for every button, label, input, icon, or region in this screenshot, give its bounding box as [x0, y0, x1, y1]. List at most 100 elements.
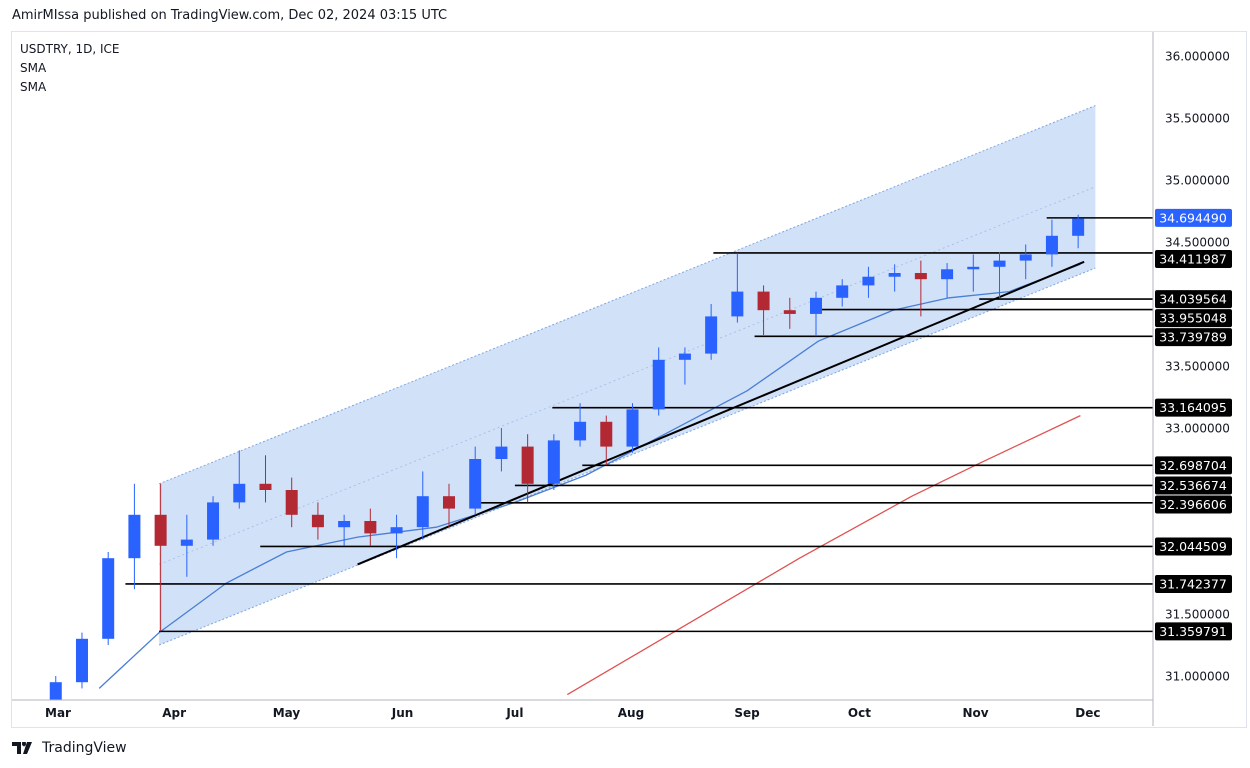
- price-label-badge: [1155, 537, 1232, 556]
- candle-body: [416, 496, 429, 528]
- candle-body: [233, 483, 246, 503]
- candle-body: [75, 638, 88, 683]
- candle-body: [652, 359, 665, 410]
- channel-lower-line: [158, 267, 1096, 646]
- candle-body: [600, 421, 613, 447]
- price-label-text: 31.742377: [1159, 576, 1227, 591]
- candle-body: [338, 521, 351, 528]
- candle-body: [521, 446, 534, 484]
- candle-body: [390, 527, 403, 534]
- price-label-text: 34.411987: [1159, 252, 1227, 267]
- plot-area: [49, 105, 1153, 700]
- sma-fast-line: [98, 263, 1081, 689]
- candle-body: [993, 260, 1006, 267]
- sma-indicator-1[interactable]: SMA: [20, 61, 47, 75]
- candle-body: [364, 521, 377, 534]
- candle-body: [626, 409, 639, 447]
- candle-body: [128, 514, 141, 559]
- candle-body: [547, 440, 560, 484]
- candle-body: [888, 273, 901, 277]
- candle-body: [678, 353, 691, 360]
- symbol-label[interactable]: USDTRY, 1D, ICE: [20, 42, 120, 56]
- tradingview-logo-icon: [12, 742, 32, 754]
- candle-body: [1019, 254, 1032, 261]
- y-tick-label: 36.000000: [1165, 50, 1230, 64]
- x-tick-label: Oct: [848, 706, 871, 720]
- candle-body: [259, 483, 272, 490]
- y-tick-label: 33.500000: [1165, 360, 1230, 374]
- candle-body: [914, 273, 927, 280]
- y-tick-label: 35.500000: [1165, 112, 1230, 126]
- candle-body: [469, 459, 482, 509]
- y-tick-label: 31.500000: [1165, 608, 1230, 622]
- regression-channel: [159, 105, 1096, 646]
- candle-body: [207, 502, 220, 540]
- candle-body: [705, 316, 718, 354]
- y-tick-label: 34.500000: [1165, 236, 1230, 250]
- candle-body: [862, 276, 875, 286]
- candle-body: [442, 496, 455, 509]
- price-label-badge: [1155, 290, 1232, 309]
- candle-body: [810, 297, 822, 314]
- price-label-text: 31.359791: [1159, 624, 1227, 639]
- price-label-badge: [1155, 495, 1232, 514]
- candle-body: [1045, 235, 1058, 255]
- price-label-text: 32.698704: [1159, 458, 1227, 473]
- price-label-badge: [1155, 398, 1232, 417]
- candle-body: [49, 682, 62, 700]
- price-label-badge: [1155, 574, 1232, 593]
- candle-body: [967, 266, 980, 270]
- publish-info: AmirMIssa published on TradingView.com, …: [12, 8, 448, 23]
- sma-slow-line: [566, 415, 1081, 696]
- candle-body: [757, 291, 770, 311]
- price-label-text: 34.039564: [1159, 292, 1227, 307]
- price-label-badge: [1155, 622, 1232, 641]
- price-label-badge: [1155, 328, 1232, 347]
- price-label-text: 33.955048: [1159, 311, 1227, 326]
- brand-text: TradingView: [42, 740, 127, 756]
- candle-body: [1072, 218, 1085, 236]
- x-tick-label: May: [273, 706, 301, 720]
- candle-body: [495, 446, 508, 459]
- x-tick-label: Aug: [618, 706, 644, 720]
- price-label-badge: [1155, 208, 1232, 227]
- price-label-text: 32.044509: [1159, 539, 1227, 554]
- y-tick-label: 35.000000: [1165, 174, 1230, 188]
- tradingview-logo[interactable]: TradingView: [12, 740, 127, 756]
- candle-body: [783, 310, 796, 314]
- candle-body: [180, 539, 193, 546]
- price-label-text: 33.164095: [1159, 400, 1227, 415]
- y-tick-label: 31.000000: [1165, 670, 1230, 684]
- price-label-badge: [1155, 456, 1232, 475]
- x-tick-label: Dec: [1075, 706, 1100, 720]
- chart-legend: USDTRY, 1D, ICE SMA SMA: [20, 40, 120, 97]
- channel-mid-line: [158, 186, 1096, 565]
- candle-body: [154, 514, 167, 546]
- candle-body: [574, 421, 587, 441]
- x-tick-label: Sep: [734, 706, 760, 720]
- support-trendline: [357, 260, 1085, 566]
- x-tick-label: Jul: [505, 706, 523, 720]
- candle-body: [102, 558, 115, 639]
- candle-body: [285, 490, 298, 515]
- x-tick-label: Jun: [391, 706, 414, 720]
- candle-body: [941, 269, 954, 280]
- price-label-text: 34.694490: [1159, 210, 1227, 225]
- price-label-text: 32.536674: [1159, 478, 1227, 493]
- candle-body: [731, 291, 744, 317]
- price-label-badge: [1155, 309, 1232, 328]
- channel-upper-line: [158, 105, 1096, 485]
- price-label-badge: [1155, 250, 1232, 268]
- chart-frame: [11, 31, 1247, 728]
- x-tick-label: Nov: [962, 706, 988, 720]
- x-tick-label: Mar: [45, 706, 71, 720]
- price-label-text: 33.739789: [1159, 330, 1227, 345]
- y-tick-label: 33.000000: [1165, 422, 1230, 436]
- sma-indicator-2[interactable]: SMA: [20, 80, 47, 94]
- price-label-badge: [1155, 476, 1232, 495]
- candle-body: [311, 514, 324, 528]
- price-label-text: 32.396606: [1159, 497, 1227, 512]
- x-tick-label: Apr: [162, 706, 186, 720]
